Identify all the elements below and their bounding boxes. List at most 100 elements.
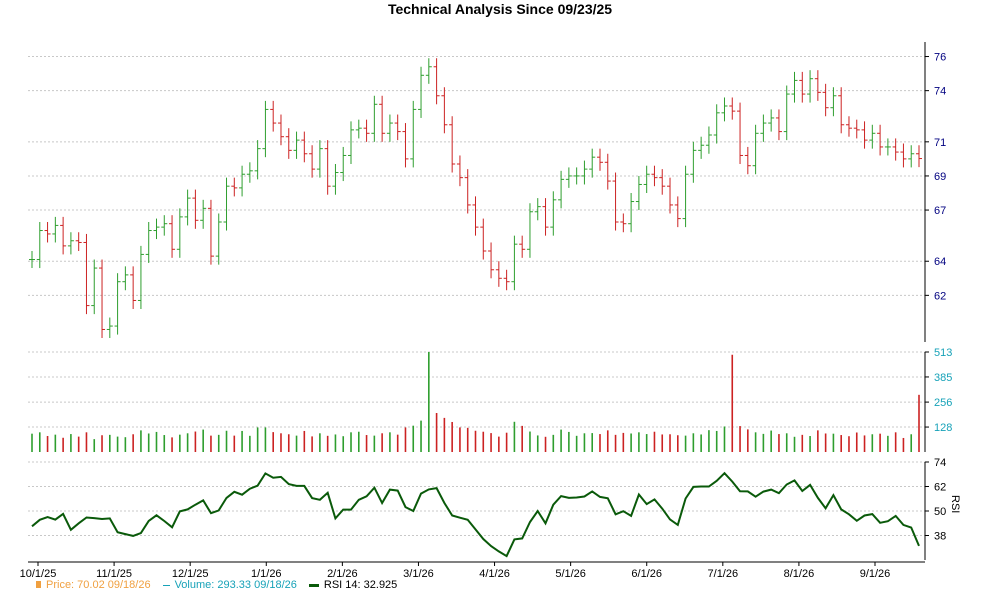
- price-bar: [799, 71, 806, 103]
- x-axis: 10/1/25 11/1/25 12/1/25 1/1/26 2/1/26 3/1/26 4…: [20, 561, 925, 580]
- rsi-tick-label: 50: [934, 506, 946, 518]
- price-bar: [410, 100, 417, 168]
- rsi-tick-label: 62: [934, 482, 946, 494]
- volume-tick-label: 385: [934, 372, 952, 384]
- x-tick-label: 3/1/26: [403, 568, 434, 580]
- price-bar: [192, 189, 199, 229]
- price-swatch-icon: [36, 581, 41, 588]
- price-bar: [215, 213, 222, 265]
- price-bar: [612, 172, 619, 231]
- price-bar: [822, 83, 829, 117]
- price-bar: [29, 251, 35, 269]
- price-bar: [184, 189, 191, 226]
- x-tick-label: 1/1/26: [251, 568, 282, 580]
- price-bar: [316, 140, 323, 178]
- price-bar: [36, 222, 43, 269]
- price-bar: [363, 119, 370, 142]
- x-tick-label: 2/1/26: [327, 568, 358, 580]
- rsi-axis-label: RSI: [949, 495, 961, 513]
- price-bar: [340, 146, 347, 182]
- price-bar: [456, 155, 463, 187]
- price-bar: [161, 215, 168, 236]
- x-tick-label: 8/1/26: [784, 568, 815, 580]
- price-bar: [869, 124, 876, 149]
- x-tick-label: 10/1/25: [20, 568, 57, 580]
- price-bar: [114, 273, 121, 335]
- price-bar: [137, 245, 144, 309]
- price-bar: [690, 141, 697, 183]
- price-bar: [153, 218, 160, 240]
- price-bar: [309, 145, 316, 178]
- price-bar: [760, 114, 767, 142]
- price-bar: [130, 266, 137, 309]
- price-bar: [620, 213, 627, 233]
- price-bar: [472, 196, 479, 236]
- price-bar: [348, 121, 355, 164]
- price-bar: [635, 175, 642, 211]
- price-bar: [674, 196, 681, 228]
- price-bar: [604, 153, 611, 190]
- price-bar: [713, 104, 720, 144]
- price-bar: [791, 71, 798, 103]
- price-bar: [542, 198, 549, 236]
- rsi-panel: 38 50 62 74 RSI: [28, 457, 961, 560]
- price-bar: [511, 235, 518, 291]
- price-bar: [355, 119, 362, 139]
- rsi-swatch-icon: [308, 583, 319, 587]
- price-bar: [106, 317, 113, 338]
- price-bar: [519, 235, 526, 258]
- price-bar: [394, 114, 401, 141]
- price-bar: [853, 119, 860, 139]
- price-bar: [67, 232, 74, 255]
- price-bar: [371, 95, 378, 142]
- price-bar: [768, 109, 775, 132]
- legend-rsi-text: RSI 14: 32.925: [323, 579, 398, 591]
- legend-rsi: RSI 14: 32.925: [308, 579, 398, 591]
- price-bar: [596, 148, 603, 171]
- legend-volume: Volume: 293.33 09/18/26: [162, 579, 297, 591]
- price-bar: [207, 199, 214, 265]
- price-tick-label: 76: [934, 52, 946, 64]
- price-bar: [581, 160, 588, 185]
- volume-tick-label: 513: [934, 347, 952, 359]
- price-bar: [122, 266, 129, 291]
- price-bar: [44, 222, 51, 243]
- price-bar: [441, 87, 448, 134]
- price-bar: [75, 232, 82, 251]
- price-bar: [480, 218, 487, 260]
- price-bar: [830, 87, 837, 117]
- price-tick-label: 69: [934, 171, 946, 183]
- price-bar: [550, 191, 557, 236]
- price-bar: [239, 165, 246, 197]
- x-tick-label: 5/1/26: [555, 568, 586, 580]
- volume-panel: 128 256 385 513: [28, 347, 952, 452]
- x-tick-label: 7/1/26: [708, 568, 739, 580]
- price-bar: [464, 169, 471, 214]
- price-bar: [589, 148, 596, 178]
- price-tick-label: 64: [934, 256, 946, 268]
- x-tick-label: 6/1/26: [631, 568, 662, 580]
- price-tick-label: 71: [934, 137, 946, 149]
- price-bar: [83, 233, 90, 315]
- price-bar: [402, 123, 409, 168]
- price-bar: [783, 85, 790, 141]
- volume-tick-label: 128: [934, 422, 952, 434]
- price-bar: [737, 102, 744, 164]
- price-bar: [861, 121, 868, 149]
- price-bar: [503, 269, 510, 291]
- price-bar: [60, 216, 67, 255]
- price-bar: [744, 146, 751, 175]
- price-bar: [285, 128, 292, 159]
- price-bar: [643, 165, 650, 193]
- price-tick-label: 74: [934, 86, 946, 98]
- price-bar: [386, 114, 393, 142]
- price-bar: [628, 193, 635, 233]
- price-bar: [526, 203, 533, 258]
- price-bar: [324, 140, 331, 195]
- price-bar: [659, 169, 666, 195]
- price-bar: [262, 100, 269, 158]
- price-bar: [573, 167, 580, 185]
- price-bar: [488, 242, 495, 279]
- price-bar: [254, 140, 261, 180]
